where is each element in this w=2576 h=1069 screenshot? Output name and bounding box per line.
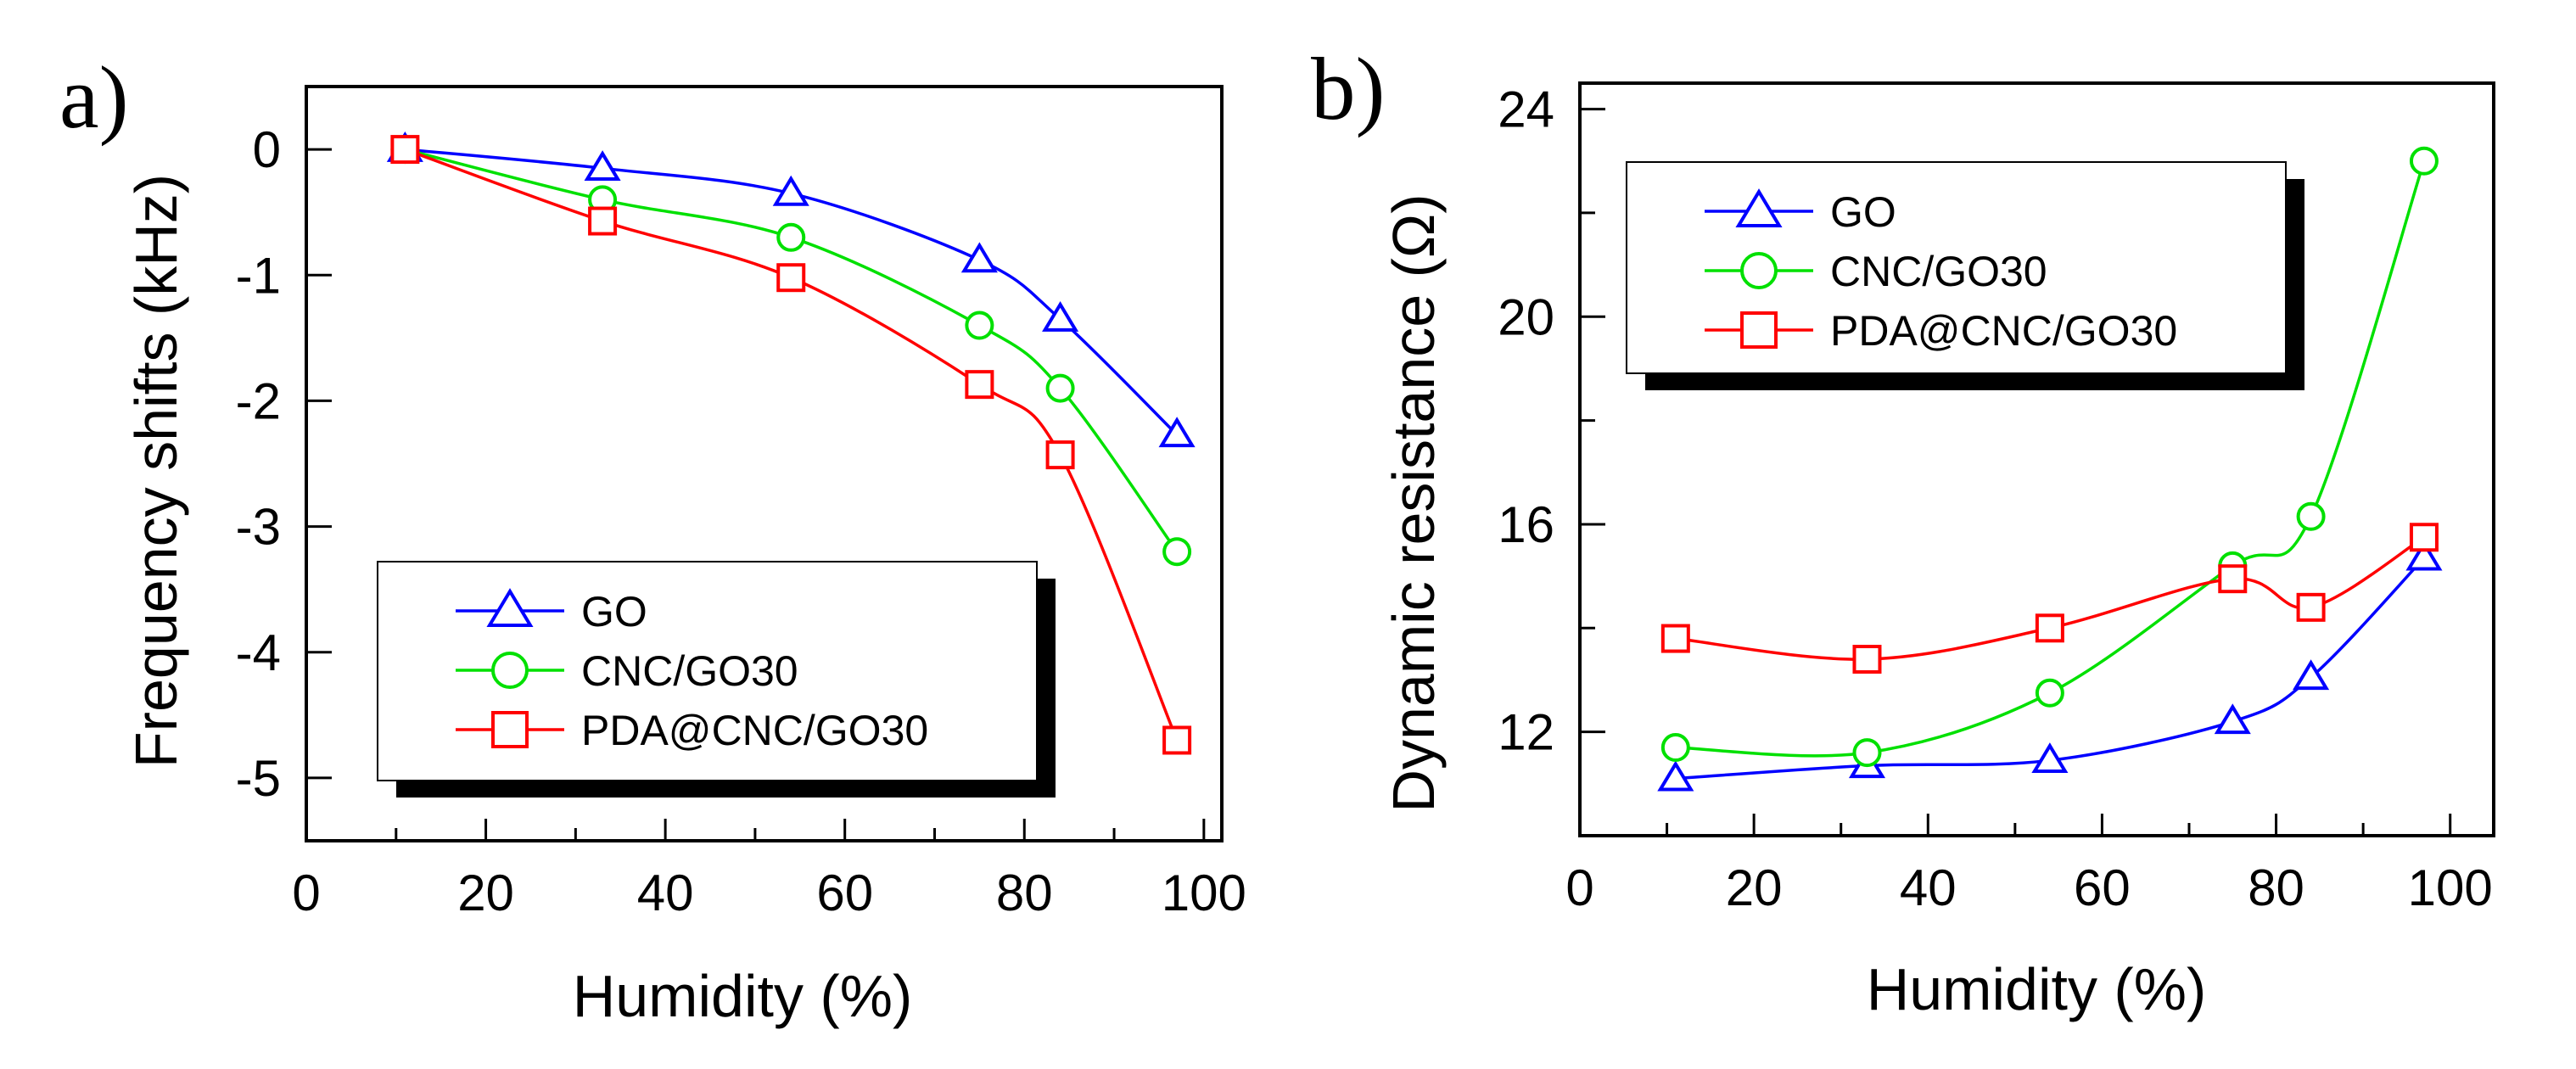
series-line-go <box>1675 557 2426 781</box>
data-point-square <box>1045 440 1075 470</box>
data-point-circle <box>1162 537 1192 567</box>
data-point-circle <box>965 311 994 340</box>
data-point-square <box>965 370 994 400</box>
chart-b: b) Humidity (%) Dynamic resistance (Ω) 0… <box>1311 39 2495 1022</box>
x-tick-label-b: 60 <box>2074 859 2131 916</box>
x-tick-label-a: 80 <box>996 865 1053 921</box>
data-point-square <box>1162 725 1192 755</box>
legend-label: CNC/GO30 <box>1830 248 2047 295</box>
data-point-circle <box>2409 146 2439 176</box>
y-tick-label-b: 20 <box>1498 288 1554 345</box>
data-point-square <box>2296 592 2326 622</box>
y-tick-label-a: 0 <box>253 121 281 178</box>
data-point-square <box>2409 523 2439 552</box>
panel-label-a: a) <box>59 48 129 147</box>
data-point-triangle <box>584 150 621 182</box>
series-line-pda-cnc-go30 <box>404 148 1179 742</box>
legend-a: GO CNC/GO30 PDA@CNC/GO30 <box>377 561 1056 798</box>
x-tick-label-a: 60 <box>816 865 873 921</box>
data-point-triangle <box>1042 300 1079 332</box>
legend-marker-square <box>1740 311 1778 349</box>
data-point-triangle <box>1158 417 1196 448</box>
data-point-circle <box>1660 733 1690 763</box>
x-tick-label-b: 20 <box>1726 859 1783 916</box>
y-tick-label-a: -5 <box>236 750 281 807</box>
legend-label: PDA@CNC/GO30 <box>1830 307 2177 355</box>
y-tick-label-a: -1 <box>236 247 281 304</box>
data-point-circle <box>1045 373 1075 403</box>
data-point-triangle <box>2031 742 2069 774</box>
y-tick-label-a: -2 <box>236 372 281 429</box>
data-point-circle <box>1852 738 1882 768</box>
data-point-square <box>588 206 618 236</box>
legend-b: GO CNC/GO30 PDA@CNC/GO30 <box>1626 161 2304 390</box>
legend-label: GO <box>1830 188 1896 236</box>
plot-frame-a <box>305 85 1224 842</box>
x-tick-label-a: 0 <box>292 865 320 921</box>
legend-marker-triangle <box>1735 188 1783 227</box>
plot-frame-b <box>1578 81 2495 837</box>
data-point-circle <box>2035 678 2064 708</box>
data-point-circle <box>2296 501 2326 531</box>
x-tick-label-b: 0 <box>1565 859 1593 916</box>
data-point-square <box>390 135 420 165</box>
data-point-square <box>776 263 806 293</box>
data-point-square <box>1852 645 1882 674</box>
legend-marker-circle <box>1740 252 1778 289</box>
x-tick-label-a: 20 <box>457 865 514 921</box>
panel-label-b: b) <box>1311 39 1385 138</box>
legend-marker-circle <box>491 652 529 689</box>
y-tick-label-a: -4 <box>236 624 281 681</box>
legend-label: CNC/GO30 <box>581 647 798 695</box>
legend-label: GO <box>581 588 647 635</box>
x-tick-label-a: 40 <box>637 865 694 921</box>
data-point-triangle <box>2405 540 2443 571</box>
x-axis-title-b: Humidity (%) <box>1867 956 2207 1022</box>
y-tick-label-b: 24 <box>1498 81 1554 138</box>
data-point-square <box>1660 624 1690 653</box>
legend-box <box>1626 161 2287 374</box>
data-point-square <box>2035 613 2064 643</box>
chart-a: a) Humidity (%) Frequency shifts (kHz) 0… <box>59 48 1246 1029</box>
y-tick-label-b: 16 <box>1498 496 1554 553</box>
y-axis-title-a: Frequency shifts (kHz) <box>123 174 189 768</box>
data-point-triangle <box>772 175 809 206</box>
legend-marker-triangle <box>486 588 534 627</box>
x-tick-label-b: 40 <box>1900 859 1957 916</box>
x-tick-label-a: 100 <box>1162 865 1246 921</box>
data-point-square <box>2218 564 2248 594</box>
data-point-triangle <box>1657 760 1694 792</box>
data-point-circle <box>776 222 806 252</box>
legend-label: PDA@CNC/GO30 <box>581 707 928 754</box>
data-point-triangle <box>960 242 998 273</box>
y-tick-label-a: -3 <box>236 499 281 556</box>
data-point-triangle <box>2214 703 2251 735</box>
x-tick-label-b: 80 <box>2248 859 2304 916</box>
series-line-cnc-go30 <box>404 148 1179 553</box>
y-tick-label-b: 12 <box>1498 704 1554 761</box>
x-axis-title-a: Humidity (%) <box>573 963 913 1029</box>
x-tick-label-b: 100 <box>2408 859 2493 916</box>
data-point-triangle <box>2293 659 2330 691</box>
legend-marker-square <box>491 711 529 748</box>
y-axis-title-b: Dynamic resistance (Ω) <box>1380 193 1447 812</box>
